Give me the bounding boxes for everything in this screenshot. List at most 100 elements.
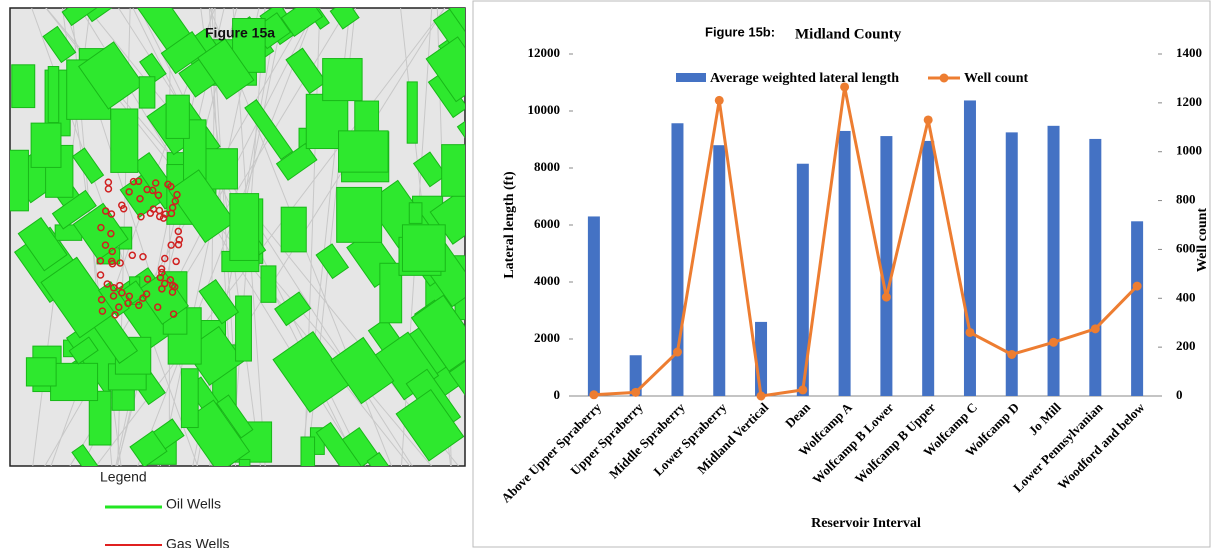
oil-well-cluster bbox=[300, 436, 316, 466]
y-tick-label: 12000 bbox=[528, 45, 561, 60]
oil-well-cluster bbox=[77, 41, 145, 110]
legend-label: Oil Wells bbox=[166, 496, 221, 512]
oil-well-cluster bbox=[180, 368, 199, 429]
gas-well bbox=[157, 265, 166, 273]
oil-well-cluster bbox=[61, 8, 107, 27]
oil-well-cluster bbox=[412, 151, 447, 188]
gas-well bbox=[135, 301, 143, 310]
gas-well bbox=[116, 281, 124, 290]
map-wells bbox=[10, 8, 465, 466]
gas-well bbox=[167, 241, 175, 249]
oil-well-cluster bbox=[336, 186, 383, 243]
oil-well-cluster bbox=[198, 279, 240, 325]
gas-well bbox=[134, 177, 143, 186]
legend-swatch-dot bbox=[939, 73, 949, 83]
legend-label: Well count bbox=[964, 71, 1029, 86]
gas-well bbox=[109, 284, 118, 292]
oil-well-cluster bbox=[280, 206, 307, 253]
line-point bbox=[881, 292, 891, 302]
oil-well-cluster bbox=[408, 202, 423, 224]
oil-well-cluster bbox=[11, 64, 36, 109]
bar bbox=[713, 145, 726, 396]
gas-well bbox=[101, 207, 110, 215]
oil-well-cluster bbox=[315, 243, 350, 280]
oil-well-cluster bbox=[456, 118, 465, 176]
y2-tick-label: 1200 bbox=[1176, 94, 1202, 109]
line-point bbox=[965, 327, 975, 337]
gas-well bbox=[98, 307, 107, 315]
gas-well bbox=[174, 240, 183, 249]
oil-well-cluster bbox=[275, 142, 318, 181]
oil-well-cluster bbox=[235, 295, 252, 362]
y2-tick-label: 400 bbox=[1176, 289, 1196, 304]
bar bbox=[1089, 138, 1102, 396]
oil-well-cluster bbox=[448, 344, 465, 396]
gas-well bbox=[97, 223, 105, 232]
oil-well-cluster bbox=[72, 202, 129, 261]
oil-well-cluster bbox=[274, 291, 312, 327]
map-title: Figure 15a bbox=[205, 25, 275, 41]
oil-well-cluster bbox=[10, 149, 29, 212]
gas-well bbox=[103, 280, 112, 288]
oil-well-cluster bbox=[138, 76, 156, 109]
oil-well-cluster bbox=[216, 394, 254, 439]
gas-well bbox=[115, 303, 123, 311]
gas-well bbox=[101, 241, 110, 249]
y2-tick-label: 1000 bbox=[1176, 143, 1202, 158]
gas-well bbox=[142, 290, 151, 298]
line-point bbox=[923, 115, 933, 125]
gas-well bbox=[104, 185, 113, 193]
gas-well bbox=[164, 180, 172, 189]
oil-well-cluster bbox=[272, 331, 351, 413]
oil-well-cluster bbox=[338, 130, 389, 173]
line-point bbox=[756, 391, 766, 401]
line bbox=[593, 86, 1139, 398]
oil-well-cluster bbox=[401, 224, 446, 272]
legend-label: Average weighted lateral length bbox=[710, 71, 899, 86]
oil-well-cluster bbox=[410, 294, 465, 372]
oil-well-cluster bbox=[454, 290, 465, 321]
gas-well bbox=[128, 251, 137, 260]
bar bbox=[629, 355, 642, 396]
oil-well-cluster bbox=[50, 362, 99, 402]
oil-well-cluster bbox=[30, 122, 62, 168]
gas-well bbox=[169, 310, 178, 318]
oil-well-cluster bbox=[197, 38, 255, 100]
gas-well bbox=[170, 283, 179, 291]
gas-well bbox=[108, 247, 116, 256]
gas-well bbox=[137, 213, 145, 221]
oil-well-cluster bbox=[42, 25, 77, 64]
oil-well-cluster bbox=[47, 66, 60, 124]
gas-well bbox=[153, 303, 162, 311]
oil-well-cluster bbox=[168, 169, 236, 244]
bar bbox=[1047, 125, 1060, 396]
oil-well-cluster bbox=[329, 8, 360, 30]
gas-well bbox=[174, 227, 183, 236]
line-point bbox=[1090, 324, 1100, 334]
gas-well bbox=[96, 257, 105, 265]
oil-well-cluster bbox=[366, 451, 404, 466]
bar bbox=[838, 130, 851, 396]
oil-well-cluster bbox=[425, 36, 465, 103]
oil-well-cluster bbox=[260, 265, 277, 303]
y2-axis-label: Well count bbox=[1195, 208, 1210, 273]
gas-well bbox=[97, 295, 106, 304]
y-tick-label: 6000 bbox=[534, 216, 560, 231]
bar bbox=[880, 136, 893, 396]
y2-tick-label: 600 bbox=[1176, 240, 1196, 255]
line-point bbox=[589, 390, 599, 400]
oil-well-cluster bbox=[441, 144, 465, 197]
chart-title: Figure 15b: bbox=[705, 24, 775, 39]
line-point bbox=[714, 95, 724, 105]
gas-well bbox=[107, 229, 115, 238]
gas-well bbox=[118, 288, 126, 297]
gas-well bbox=[111, 311, 119, 319]
gas-well bbox=[158, 268, 166, 277]
map-road bbox=[137, 8, 317, 466]
line-point bbox=[1132, 281, 1142, 291]
gas-well bbox=[143, 185, 151, 194]
y2-tick-label: 800 bbox=[1176, 192, 1196, 207]
gas-well bbox=[139, 294, 147, 302]
oil-well-cluster bbox=[68, 336, 99, 365]
